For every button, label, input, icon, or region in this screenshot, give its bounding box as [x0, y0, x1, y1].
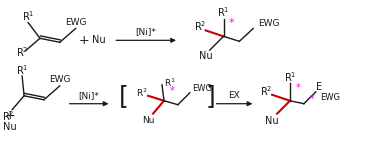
Text: EWG: EWG	[320, 93, 340, 102]
Text: [Ni]*: [Ni]*	[136, 27, 156, 36]
Text: EX: EX	[229, 91, 240, 100]
Text: R$^1$: R$^1$	[22, 10, 34, 23]
Text: Nu: Nu	[199, 51, 212, 61]
Text: [Ni]*: [Ni]*	[79, 91, 99, 100]
Text: R$^1$: R$^1$	[284, 70, 296, 84]
Text: EWG: EWG	[65, 18, 87, 27]
Text: Nu: Nu	[3, 123, 17, 132]
Text: Nu: Nu	[92, 35, 105, 45]
Text: R$^1$: R$^1$	[164, 77, 176, 89]
Text: Nu: Nu	[142, 116, 154, 125]
Text: R$^1$: R$^1$	[217, 6, 230, 20]
Text: R$^2$: R$^2$	[136, 87, 148, 99]
Text: R$^2$: R$^2$	[260, 84, 273, 98]
Text: R$^1$: R$^1$	[16, 63, 28, 77]
Text: R$^2$: R$^2$	[195, 20, 207, 33]
Text: E: E	[316, 82, 322, 92]
Text: *: *	[170, 86, 174, 96]
Text: EWG: EWG	[192, 84, 212, 93]
Text: *: *	[229, 18, 234, 28]
Text: *: *	[310, 94, 314, 104]
Text: *: *	[296, 83, 300, 93]
Text: EWG: EWG	[49, 75, 71, 85]
Text: R$^2$: R$^2$	[16, 45, 28, 59]
Text: [: [	[119, 84, 129, 108]
Text: ]: ]	[206, 84, 215, 108]
Text: Nu: Nu	[265, 116, 279, 126]
Text: +: +	[78, 34, 89, 47]
Text: +: +	[5, 109, 15, 122]
Text: R$^2$: R$^2$	[2, 109, 14, 123]
Text: EWG: EWG	[258, 19, 280, 28]
